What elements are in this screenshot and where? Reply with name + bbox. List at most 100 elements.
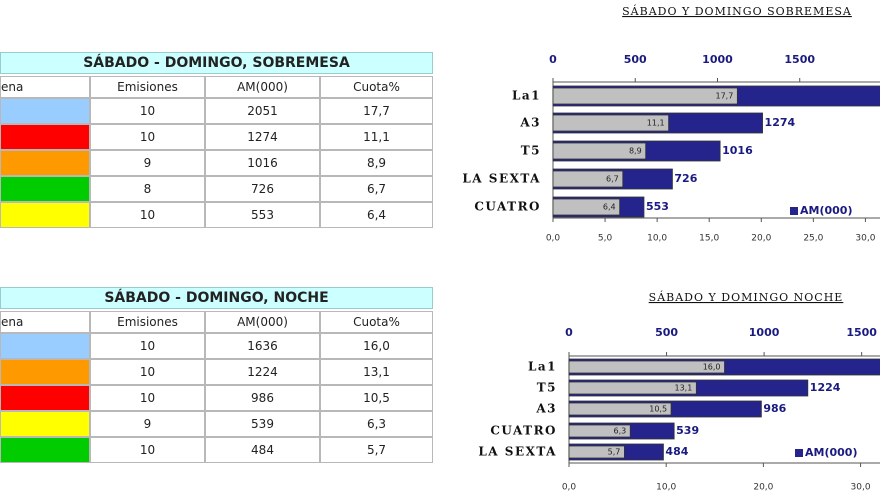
bar-label: 11,1 [647,119,665,128]
bar [552,87,738,105]
table-cell: 13,1 [320,359,433,385]
table-cell: 484 [205,437,320,463]
category-label: CUATRO [474,200,541,214]
table-header: ena [0,76,90,98]
bar-label: 5,7 [608,448,621,457]
x-tick-label: 500 [655,326,678,339]
x2-tick-label: 10,0 [656,483,676,493]
bar-label: 16,0 [703,363,721,372]
table-cell: 1636 [205,333,320,359]
x-tick-label: 1500 [846,326,877,339]
table-cell: 10 [90,98,205,124]
bar [552,170,624,188]
bar [568,424,631,438]
table-cell: 539 [205,411,320,437]
table-header: Cuota% [320,311,433,333]
category-label: T5 [521,144,541,158]
bar [568,445,625,459]
category-label: A3 [519,116,541,130]
color-swatch [0,437,90,463]
legend-label: AM(000) [805,446,857,459]
legend-swatch [790,207,798,215]
bar-label: 1274 [765,116,796,129]
table-cell: 10 [90,333,205,359]
table-cell: 17,7 [320,98,433,124]
table-cell: 10 [90,359,205,385]
x2-tick-label: 10,0 [647,234,667,244]
color-swatch [0,202,90,228]
table-cell: 16,0 [320,333,433,359]
color-swatch [0,385,90,411]
x2-tick-label: 30,0 [851,483,871,493]
table-cell: 10 [90,437,205,463]
bar-label: 6,7 [606,175,619,184]
table-title: SÁBADO - DOMINGO, SOBREMESA [0,52,433,74]
table-cell: 10 [90,202,205,228]
bar-label: 1224 [810,381,841,394]
chart-title: SÁBADO Y DOMINGO SOBREMESA [622,4,852,18]
table-cell: 10 [90,385,205,411]
table-cell: 8 [90,176,205,202]
category-label: La1 [512,89,541,103]
table-header: Cuota% [320,76,433,98]
table-header: ena [0,311,90,333]
table-header: Emisiones [90,76,205,98]
color-swatch [0,150,90,176]
table-cell: 6,3 [320,411,433,437]
bar-label: 8,9 [629,147,642,156]
x2-tick-label: 20,0 [753,483,773,493]
bar-label: 6,3 [613,427,626,436]
legend-swatch [795,449,803,457]
bar [568,402,672,416]
table-cell: 9 [90,150,205,176]
bar-label: 6,4 [603,203,616,212]
table-cell: 6,7 [320,176,433,202]
table-title: SÁBADO - DOMINGO, NOCHE [0,287,433,309]
x-tick-label: 1500 [784,53,815,66]
x2-tick-label: 25,0 [803,234,823,244]
color-swatch [0,98,90,124]
bar-label: 726 [674,172,697,185]
bar-label: 484 [665,445,688,458]
table-header: AM(000) [205,76,320,98]
table-header: AM(000) [205,311,320,333]
bar-label: 1016 [722,144,753,157]
table-cell: 1224 [205,359,320,385]
table-cell: 10 [90,124,205,150]
x-tick-label: 0 [565,326,573,339]
color-swatch [0,411,90,437]
table-cell: 11,1 [320,124,433,150]
color-swatch [0,359,90,385]
table-cell: 1274 [205,124,320,150]
x-tick-label: 500 [624,53,647,66]
table-cell: 2051 [205,98,320,124]
category-label: CUATRO [490,424,557,438]
bar [552,114,669,132]
table-cell: 5,7 [320,437,433,463]
table-cell: 9 [90,411,205,437]
bar-label: 986 [763,402,786,415]
color-swatch [0,333,90,359]
bar-label: 13,1 [675,384,693,393]
category-label: LA SEXTA [478,445,557,459]
bar [552,142,647,160]
x-tick-label: 1000 [749,326,780,339]
bar-label: 539 [676,424,699,437]
color-swatch [0,124,90,150]
category-label: T5 [537,381,557,395]
bar [552,198,621,216]
bar [568,381,697,395]
table-cell: 1016 [205,150,320,176]
table-cell: 553 [205,202,320,228]
x-tick-label: 1000 [702,53,733,66]
x2-tick-label: 15,0 [699,234,719,244]
table-cell: 10,5 [320,385,433,411]
category-label: A3 [535,402,557,416]
x2-tick-label: 5,0 [598,234,613,244]
table-cell: 6,4 [320,202,433,228]
x2-tick-label: 20,0 [751,234,771,244]
bar-label: 17,7 [716,92,734,101]
chart-title: SÁBADO Y DOMINGO NOCHE [649,290,844,304]
